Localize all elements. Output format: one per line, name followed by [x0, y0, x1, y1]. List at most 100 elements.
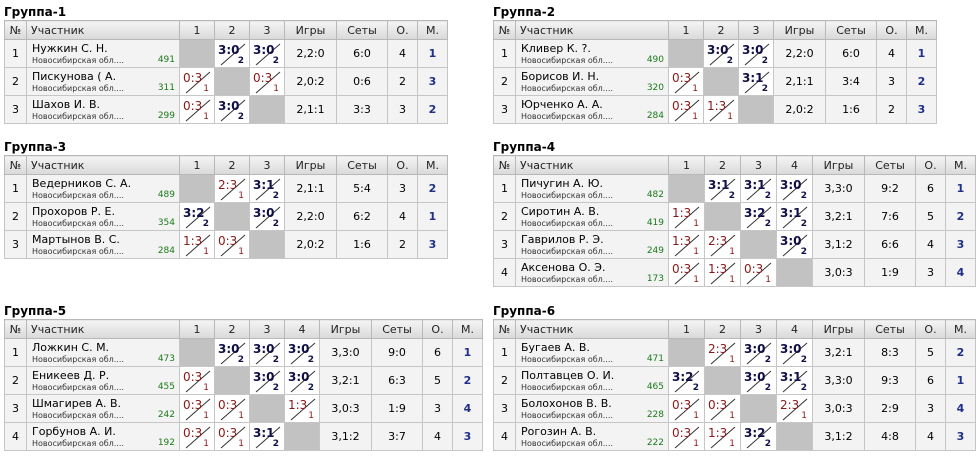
match-score-cell[interactable]: 0:3 1 — [214, 394, 250, 423]
player-cell[interactable]: Гаврилов Р. Э. Новосибирская обл.... 249 — [515, 230, 669, 259]
match-score-cell[interactable]: 1:3 1 — [703, 95, 739, 124]
match-score-cell[interactable]: 0:3 1 — [668, 67, 704, 96]
match-score-cell[interactable]: 3:0 2 — [249, 338, 285, 367]
player-cell[interactable]: Пичугин А. Ю. Новосибирская обл.... 482 — [515, 174, 669, 203]
player-cell[interactable]: Пискунова ( А. Новосибирская обл.... 311 — [26, 67, 180, 96]
match-score-cell[interactable]: 3:0 2 — [249, 202, 285, 231]
player-name[interactable]: Мартынов В. С. — [32, 233, 120, 246]
match-score-cell[interactable]: 0:3 1 — [668, 394, 705, 423]
player-name[interactable]: Пичугин А. Ю. — [521, 177, 603, 190]
player-name[interactable]: Юрченко А. А. — [521, 98, 603, 111]
match-score-cell[interactable]: 3:1 2 — [249, 174, 285, 203]
match-score-cell[interactable]: 0:3 1 — [179, 422, 215, 451]
player-name[interactable]: Рогозин А. В. — [521, 425, 597, 438]
player-cell[interactable]: Юрченко А. А. Новосибирская обл.... 284 — [515, 95, 669, 124]
match-score-cell[interactable]: 1:3 1 — [284, 394, 320, 423]
player-name[interactable]: Аксенова О. Э. — [521, 261, 606, 274]
match-score-cell[interactable]: 3:1 2 — [704, 174, 741, 203]
match-score-cell[interactable]: 3:1 2 — [738, 67, 774, 96]
match-score-cell[interactable]: 2:3 1 — [776, 394, 813, 423]
match-score-cell[interactable]: 3:0 2 — [249, 39, 285, 68]
player-cell[interactable]: Болохонов В. В. Новосибирская обл.... 228 — [515, 394, 669, 423]
match-score-cell[interactable]: 3:0 2 — [214, 95, 250, 124]
player-name[interactable]: Гаврилов Р. Э. — [521, 233, 604, 246]
player-name[interactable]: Горбунов А. И. — [32, 425, 116, 438]
player-cell[interactable]: Полтавцев О. И. Новосибирская обл.... 465 — [515, 366, 669, 395]
match-score-cell[interactable]: 3:2 2 — [740, 422, 777, 451]
match-score-cell[interactable]: 1:3 1 — [668, 202, 705, 231]
match-score-cell[interactable]: 3:0 2 — [284, 338, 320, 367]
player-name[interactable]: Еникеев Д. Р. — [32, 369, 110, 382]
player-cell[interactable]: Ведерников С. А. Новосибирская обл.... 489 — [26, 174, 180, 203]
match-score-cell[interactable]: 3:1 2 — [740, 174, 777, 203]
player-cell[interactable]: Прохоров Р. Е. Новосибирская обл.... 354 — [26, 202, 180, 231]
match-score-cell[interactable]: 3:1 2 — [776, 366, 813, 395]
player-cell[interactable]: Борисов И. Н. Новосибирская обл.... 320 — [515, 67, 669, 96]
match-score-cell[interactable]: 2:3 1 — [704, 338, 741, 367]
match-score-cell[interactable]: 3:0 2 — [214, 39, 250, 68]
match-score-cell[interactable]: 0:3 1 — [249, 67, 285, 96]
match-score-cell[interactable]: 3:2 2 — [179, 202, 215, 231]
match-score-cell[interactable]: 3:0 2 — [284, 366, 320, 395]
player-cell[interactable]: Кливер К. ?. Новосибирская обл.... 490 — [515, 39, 669, 68]
self-cell — [249, 95, 285, 124]
player-name[interactable]: Сиротин А. В. — [521, 205, 600, 218]
player-cell[interactable]: Аксенова О. Э. Новосибирская обл.... 173 — [515, 258, 669, 287]
match-score-cell[interactable]: 3:1 2 — [776, 202, 813, 231]
match-score-cell[interactable]: 3:0 2 — [776, 174, 813, 203]
player-name[interactable]: Прохоров Р. Е. — [32, 205, 115, 218]
player-cell[interactable]: Еникеев Д. Р. Новосибирская обл.... 455 — [26, 366, 180, 395]
match-score-cell[interactable]: 0:3 1 — [668, 422, 705, 451]
match-score-cell[interactable]: 3:0 2 — [214, 338, 250, 367]
match-score-cell[interactable]: 2:3 1 — [214, 174, 250, 203]
match-score-cell[interactable]: 1:3 1 — [179, 230, 215, 259]
match-score-cell[interactable]: 0:3 1 — [179, 394, 215, 423]
match-score-cell[interactable]: 3:2 2 — [668, 366, 705, 395]
match-score-cell[interactable]: 3:0 2 — [740, 366, 777, 395]
player-name[interactable]: Бугаев А. В. — [521, 341, 590, 354]
player-cell[interactable]: Горбунов А. И. Новосибирская обл.... 192 — [26, 422, 180, 451]
player-cell[interactable]: Шмагирев А. В. Новосибирская обл.... 242 — [26, 394, 180, 423]
match-points: 2 — [272, 355, 279, 365]
match-score-cell[interactable]: 0:3 1 — [179, 67, 215, 96]
match-score-cell[interactable]: 3:1 2 — [249, 422, 285, 451]
match-score-cell[interactable]: 1:3 1 — [704, 422, 741, 451]
match-score-cell[interactable]: 0:3 1 — [740, 258, 777, 287]
player-name[interactable]: Ведерников С. А. — [32, 177, 132, 190]
match-score-cell[interactable]: 3:0 2 — [740, 338, 777, 367]
player-cell[interactable]: Рогозин А. В. Новосибирская обл.... 222 — [515, 422, 669, 451]
match-score-cell[interactable]: 3:0 2 — [776, 338, 813, 367]
match-score-cell[interactable]: 0:3 1 — [668, 258, 705, 287]
player-name[interactable]: Полтавцев О. И. — [521, 369, 615, 382]
player-name[interactable]: Борисов И. Н. — [521, 70, 600, 83]
player-cell[interactable]: Нужкин С. Н. Новосибирская обл.... 491 — [26, 39, 180, 68]
match-score-cell[interactable]: 0:3 1 — [214, 230, 250, 259]
match-score: 0:3 — [183, 426, 203, 440]
match-score-cell[interactable]: 2:3 1 — [704, 230, 741, 259]
player-name[interactable]: Кливер К. ?. — [521, 42, 591, 55]
match-score-cell[interactable]: 3:0 2 — [738, 39, 774, 68]
match-score-cell[interactable]: 0:3 1 — [704, 394, 741, 423]
player-name[interactable]: Шахов И. В. — [32, 98, 100, 111]
match-score-cell[interactable]: 3:0 2 — [776, 230, 813, 259]
match-score-cell[interactable]: 3:0 2 — [249, 366, 285, 395]
player-cell[interactable]: Сиротин А. В. Новосибирская обл.... 419 — [515, 202, 669, 231]
player-cell[interactable]: Шахов И. В. Новосибирская обл.... 299 — [26, 95, 180, 124]
player-cell[interactable]: Мартынов В. С. Новосибирская обл.... 284 — [26, 230, 180, 259]
player-cell[interactable]: Ложкин С. М. Новосибирская обл.... 473 — [26, 338, 180, 367]
match-score-cell[interactable]: 0:3 1 — [179, 95, 215, 124]
player-name[interactable]: Ложкин С. М. — [32, 341, 110, 354]
player-name[interactable]: Нужкин С. Н. — [32, 42, 108, 55]
match-score-cell[interactable]: 0:3 1 — [214, 422, 250, 451]
player-name[interactable]: Болохонов В. В. — [521, 397, 612, 410]
match-score-cell[interactable]: 1:3 1 — [668, 230, 705, 259]
match-score-cell[interactable]: 3:2 2 — [740, 202, 777, 231]
row-number: 3 — [493, 230, 516, 259]
match-score-cell[interactable]: 0:3 1 — [668, 95, 704, 124]
match-score-cell[interactable]: 1:3 1 — [704, 258, 741, 287]
player-name[interactable]: Шмагирев А. В. — [32, 397, 122, 410]
player-name[interactable]: Пискунова ( А. — [32, 70, 117, 83]
match-score-cell[interactable]: 3:0 2 — [703, 39, 739, 68]
match-score-cell[interactable]: 0:3 1 — [179, 366, 215, 395]
player-cell[interactable]: Бугаев А. В. Новосибирская обл.... 471 — [515, 338, 669, 367]
